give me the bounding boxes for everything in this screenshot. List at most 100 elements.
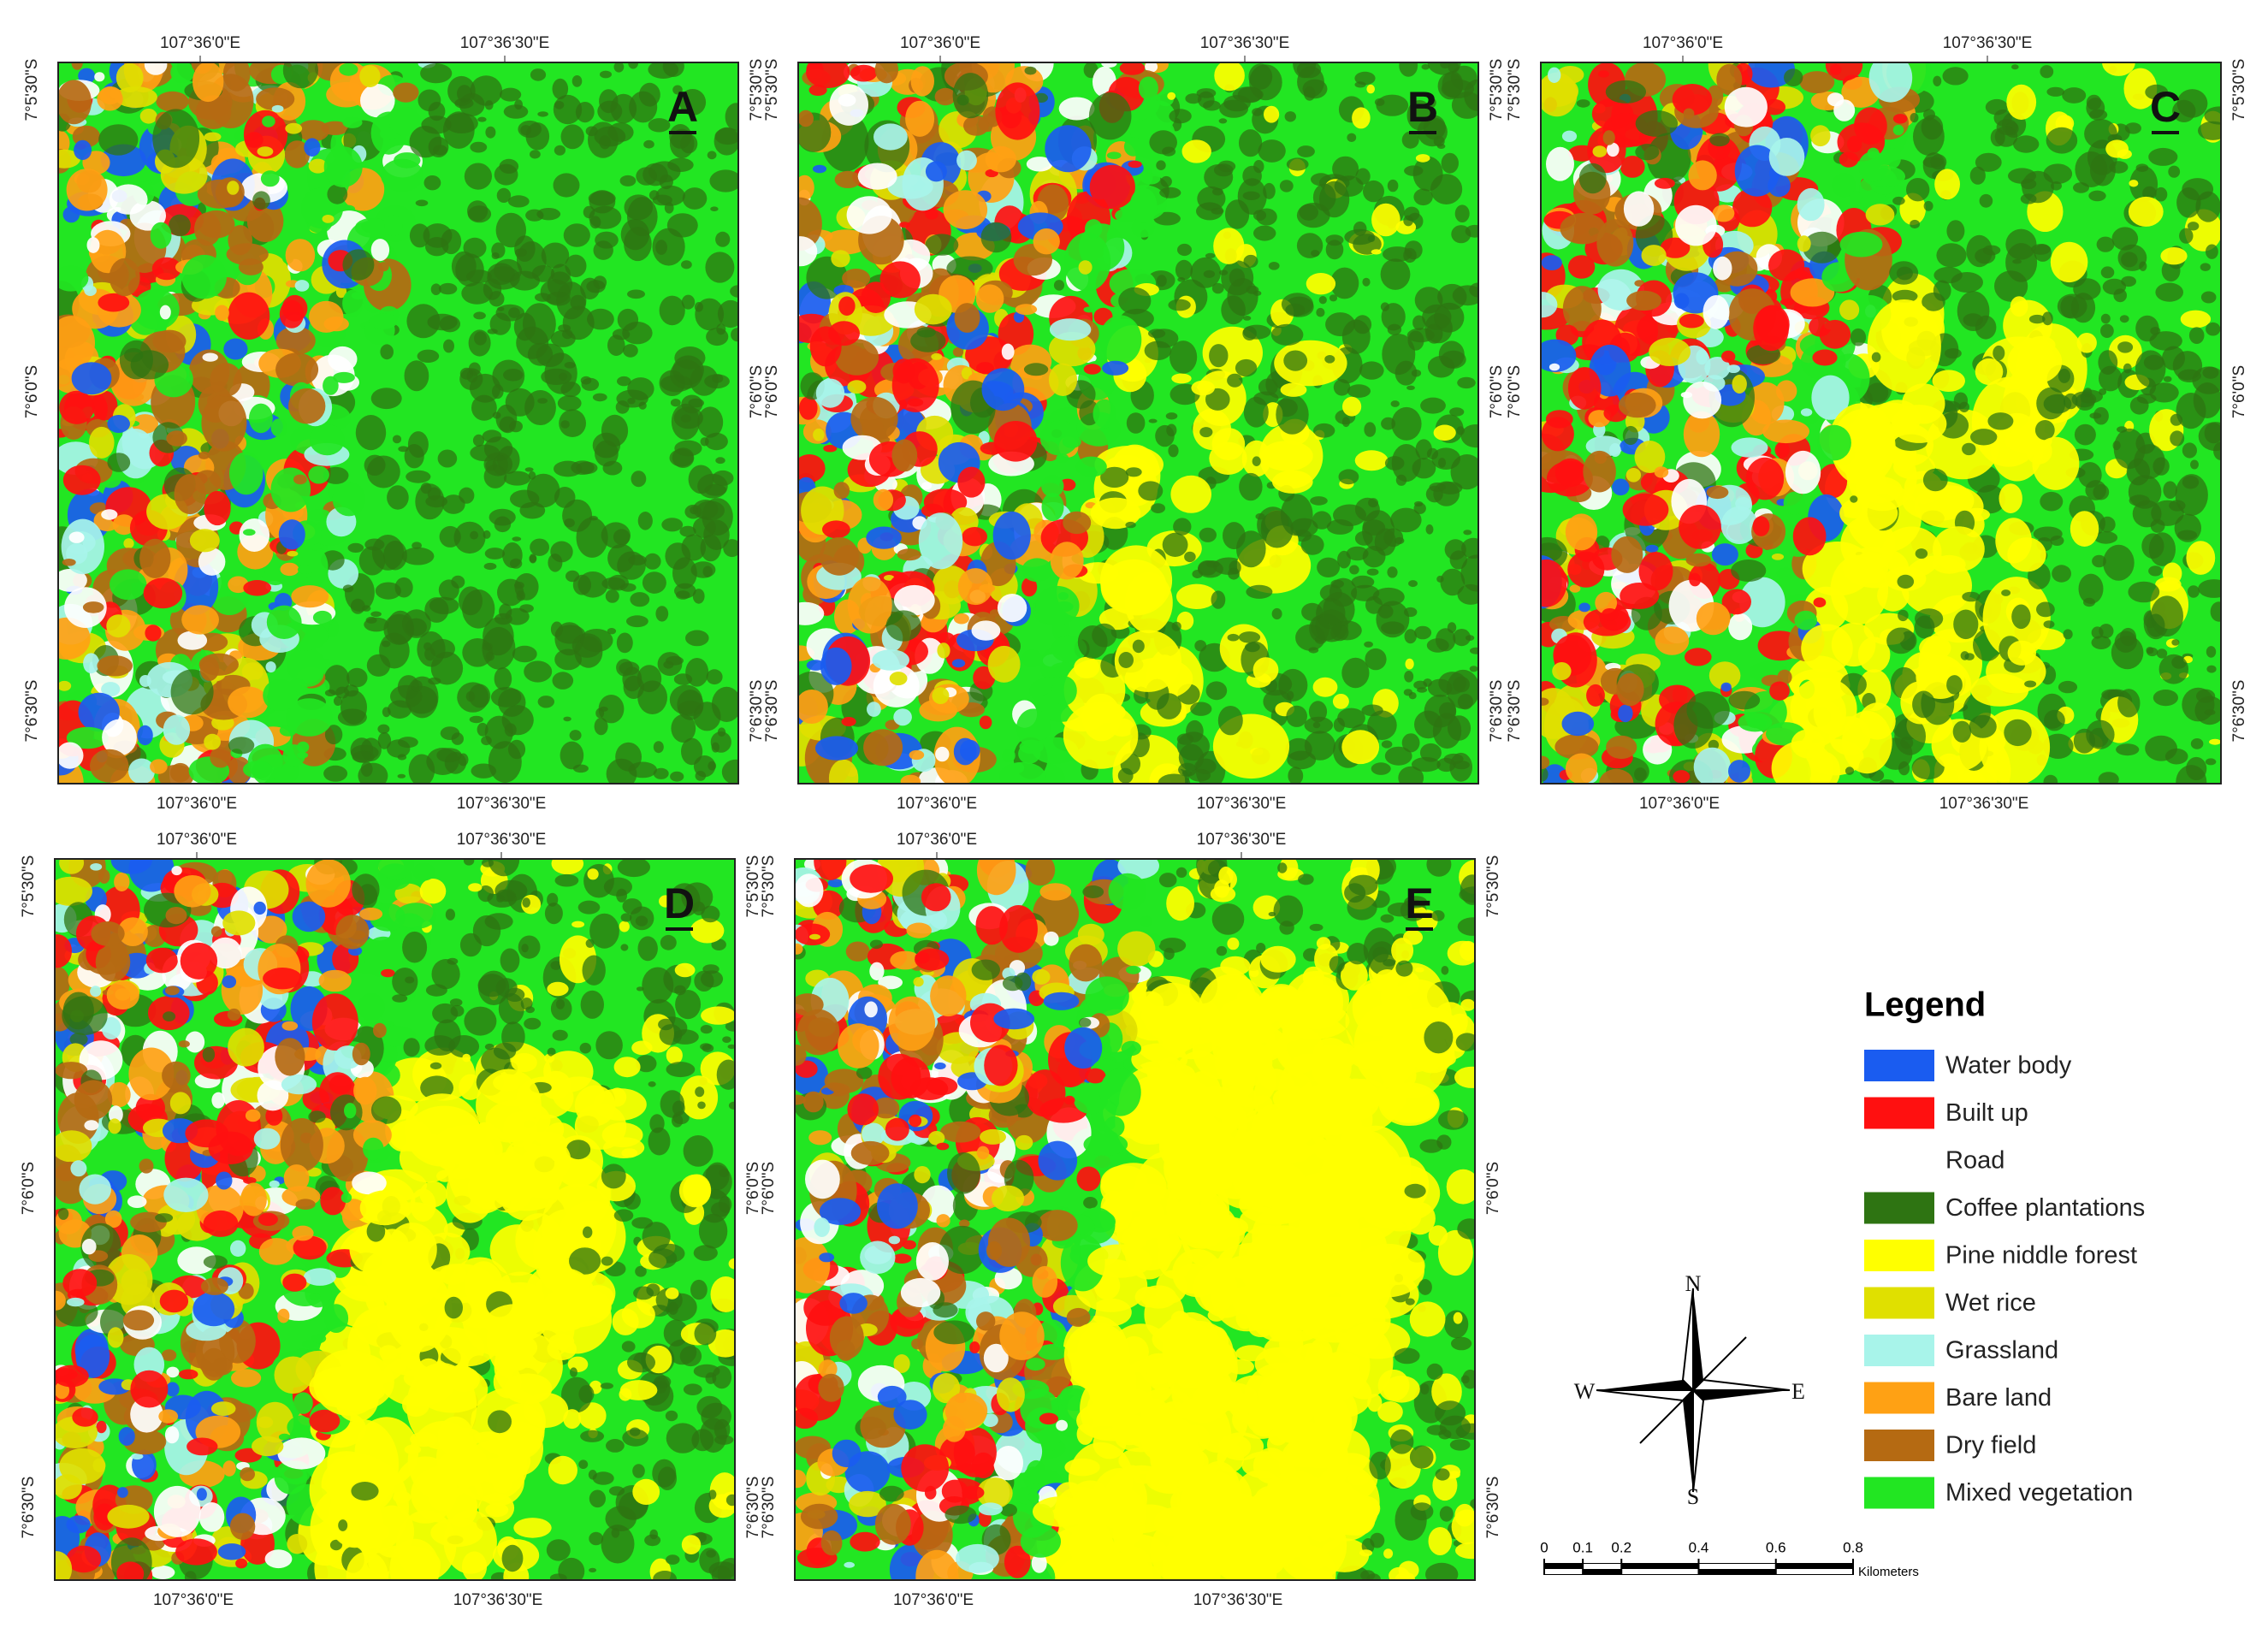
land-cover-patch [1933,526,1985,572]
land-cover-patch [1088,92,1132,140]
land-cover-patch [992,511,1031,560]
land-cover-patch [1252,657,1279,683]
land-cover-patch [117,917,148,946]
land-cover-patch [2123,68,2158,110]
land-cover-patch [981,368,1025,411]
land-cover-patch [727,1044,735,1050]
land-cover-patch [457,85,472,103]
land-cover-patch [1219,99,1248,118]
land-cover-patch [872,649,909,671]
land-cover-patch [463,859,475,866]
land-cover-patch [541,368,572,385]
land-cover-patch [392,435,402,444]
land-cover-patch [1175,259,1193,281]
lon-label-bottom: 107°36'0"E [153,1591,234,1609]
land-cover-patch [595,231,619,249]
land-cover-patch [921,482,933,490]
land-cover-patch [1612,478,1630,496]
land-cover-raster [795,859,1475,1580]
land-cover-patch [2074,423,2096,446]
land-cover-patch [694,1322,717,1346]
land-cover-patch [84,285,97,296]
land-cover-patch [547,1047,556,1057]
land-cover-patch [1660,237,1691,258]
land-cover-patch [1811,375,1850,420]
land-cover-patch [492,411,501,419]
land-cover-patch [99,86,122,104]
land-cover-patch [89,426,115,459]
land-cover-patch [857,163,897,190]
land-cover-patch [900,774,921,784]
land-cover-patch [370,388,402,410]
land-cover-patch [485,1502,509,1518]
land-cover-patch [613,1209,634,1222]
land-cover-patch [1329,294,1338,302]
land-cover-patch [1892,124,1904,136]
land-cover-patch [850,64,878,82]
land-cover-patch [228,292,270,340]
land-cover-patch [71,362,112,395]
land-cover-patch [997,594,1027,623]
land-cover-patch [278,1433,291,1441]
land-cover-patch [411,680,423,692]
land-cover-patch [1626,290,1662,311]
land-cover-patch [622,1429,648,1447]
land-cover-patch [659,895,672,908]
land-cover-patch [1053,280,1065,291]
land-cover-patch [607,122,634,142]
land-cover-patch [601,1122,643,1148]
land-cover-patch [1308,647,1319,654]
land-cover-patch [1162,532,1188,558]
land-cover-patch [2093,531,2118,544]
land-cover-patch [815,378,845,408]
land-cover-patch [1433,424,1456,441]
land-cover-patch [108,1118,121,1134]
land-cover-patch [2171,639,2180,646]
land-cover-patch [487,329,498,334]
land-cover-patch [601,1524,635,1564]
land-cover-patch [442,111,475,149]
land-cover-patch [1685,648,1712,666]
land-cover-patch [1205,252,1216,258]
land-cover-patch [240,1182,267,1217]
land-cover-patch [1879,779,1895,784]
land-cover-patch [1952,720,1972,743]
land-cover-patch [256,87,295,111]
land-cover-patch [799,396,818,420]
land-cover-patch [798,601,825,625]
land-cover-patch [2129,494,2150,506]
land-cover-patch [2182,178,2214,201]
land-cover-patch [910,66,934,97]
land-cover-patch [1969,714,1997,738]
land-cover-patch [725,103,738,131]
land-cover-patch [86,237,100,253]
land-cover-patch [1302,79,1328,99]
land-cover-patch [104,1210,122,1228]
land-cover-patch [359,1190,410,1226]
land-cover-patch [1810,125,1831,147]
land-cover-patch [1812,349,1838,366]
land-cover-patch [327,184,348,204]
land-cover-patch [659,295,685,326]
land-cover-patch [891,1253,912,1264]
land-cover-patch [1181,139,1211,163]
land-cover-patch [265,661,276,673]
land-cover-patch [1975,152,2002,172]
land-cover-patch [505,388,535,417]
land-cover-patch [695,1086,705,1098]
land-cover-patch [59,1448,106,1484]
land-cover-patch [2027,335,2056,354]
land-cover-patch [705,252,735,283]
land-cover-patch [297,565,314,575]
land-cover-patch [158,1409,179,1424]
land-cover-patch [1227,373,1243,388]
land-cover-patch [589,515,598,521]
land-cover-patch [1762,419,1809,444]
land-cover-patch [245,132,264,148]
land-cover-patch [571,75,583,87]
land-cover-patch [253,901,266,915]
land-cover-patch [1372,587,1405,607]
land-cover-patch [62,1269,98,1298]
land-cover-patch [494,516,512,533]
land-cover-patch [2100,323,2114,338]
